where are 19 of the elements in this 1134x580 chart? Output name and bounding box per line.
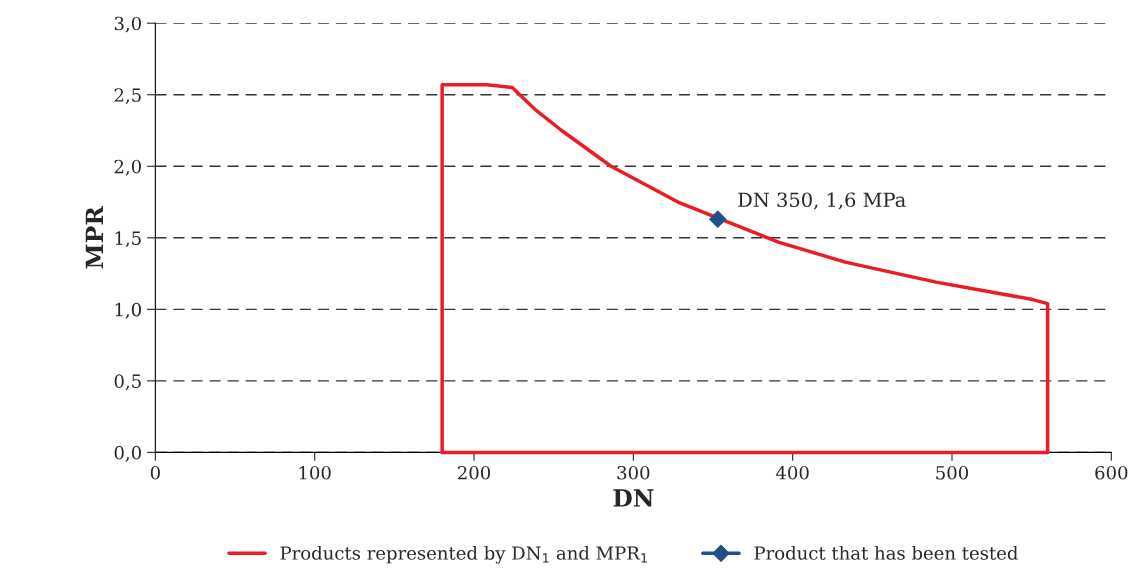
x-tick-label: 500 (936, 465, 969, 480)
annotation: DN 350, 1,6 MPa (738, 192, 906, 210)
x-tick-label: 100 (299, 465, 331, 480)
legend-label: Product that has been tested (754, 545, 1018, 560)
x-tick-label: 300 (617, 465, 650, 480)
y-tick-label: 0,0 (114, 445, 141, 462)
y-axis-title: MPR (85, 205, 103, 269)
x-tick-label: 200 (458, 465, 491, 480)
legend-label: Products represented by DN$_{1}$ and MPR$_{1}$ (280, 545, 647, 564)
x-axis-title: DN (613, 489, 654, 507)
x-tick-label: 0 (150, 465, 160, 480)
x-tick-label: 600 (1095, 465, 1128, 480)
y-tick-label: 1,0 (115, 302, 141, 319)
y-tick-label: 2,0 (114, 159, 141, 176)
y-tick-label: 2,5 (114, 88, 141, 105)
y-tick-label: 1,5 (115, 231, 141, 248)
x-tick-label: 400 (775, 465, 809, 480)
y-tick-label: 3,0 (114, 16, 141, 33)
y-tick-label: 0,5 (114, 374, 141, 391)
